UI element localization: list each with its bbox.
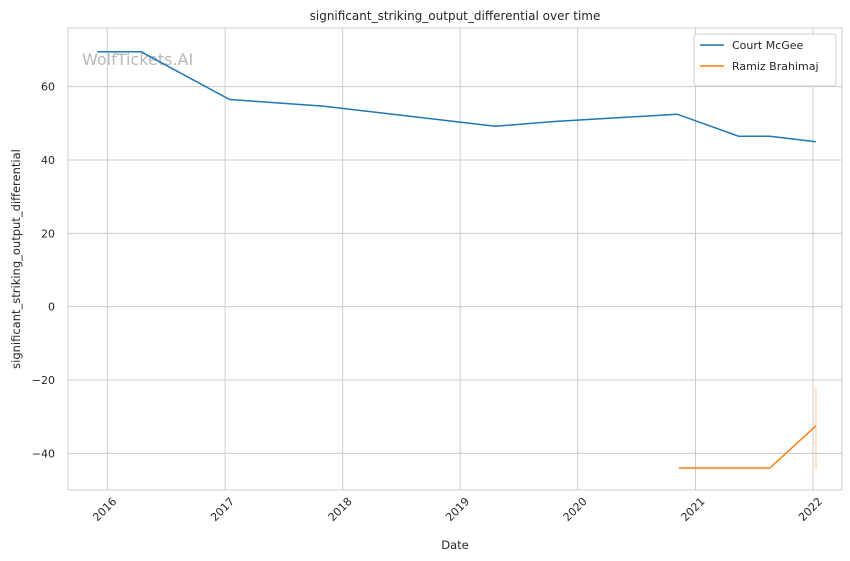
y-tick-label: 0: [48, 301, 55, 314]
y-tick-label: 20: [41, 227, 55, 240]
x-axis-title: Date: [441, 538, 469, 552]
legend-box: [693, 33, 837, 87]
y-tick-label: 60: [41, 81, 55, 94]
y-axis-ticks: −40 −20 0 20 40 60: [32, 81, 55, 461]
chart-title: significant_striking_output_differential…: [310, 9, 601, 23]
series-1-line: [678, 425, 817, 469]
y-tick-label: −40: [32, 447, 55, 460]
y-axis-title: significant_striking_output_differential: [9, 149, 23, 369]
gridlines: [68, 28, 842, 490]
watermark-text: WolfTickets.AI: [82, 50, 193, 69]
legend: Court McGee Ramiz Brahimaj: [693, 33, 837, 87]
series-0-line: [97, 51, 816, 143]
legend-label-1: Ramiz Brahimaj: [732, 60, 819, 73]
plot-frame: [67, 27, 843, 491]
legend-label-0: Court McGee: [732, 39, 804, 52]
y-tick-label: −20: [32, 374, 55, 387]
series-layer: [97, 51, 817, 470]
series-1-confidence-band: [814, 387, 817, 470]
y-tick-label: 40: [41, 154, 55, 167]
